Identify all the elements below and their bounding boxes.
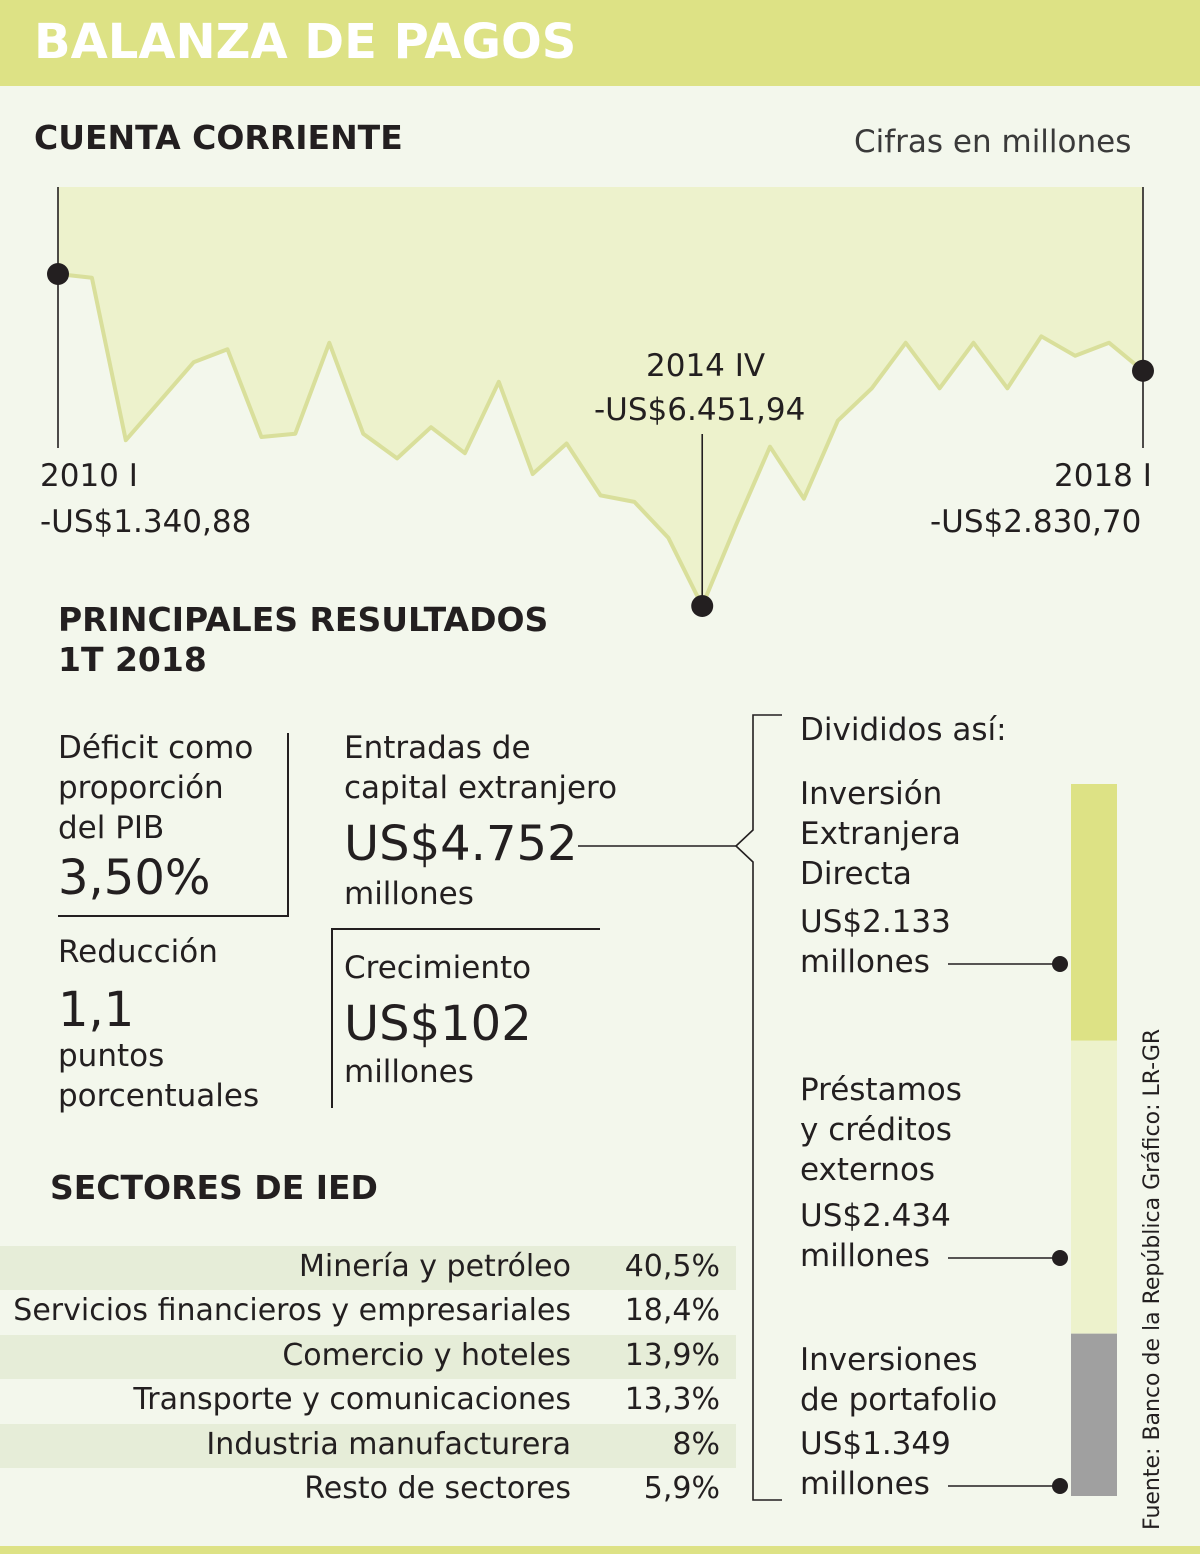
page-title: BALANZA DE PAGOS: [34, 14, 577, 70]
deficit-value: 3,50%: [58, 850, 211, 906]
prestamos-label-3: externos: [800, 1152, 936, 1188]
deficit-divider-h: [58, 915, 289, 917]
sector-row: Comercio y hoteles 13,9%: [0, 1335, 736, 1379]
min-period-label: 2014 IV: [646, 348, 766, 384]
chart-area-fill: [58, 187, 1143, 606]
crecimiento-value: US$102: [344, 996, 532, 1052]
sector-row: Minería y petróleo 40,5%: [0, 1246, 736, 1290]
current-account-chart: [47, 187, 1154, 617]
sector-name: Minería y petróleo: [298, 1249, 571, 1284]
portafolio-label-2: de portafolio: [800, 1382, 998, 1418]
header-bar: [0, 0, 1200, 86]
ied-value: US$2.133: [800, 904, 951, 940]
reduccion-unit-1: puntos: [58, 1038, 165, 1074]
portafolio-unit: millones: [800, 1466, 930, 1502]
prestamos-label-1: Préstamos: [800, 1072, 962, 1108]
sector-row: Transporte y comunicaciones 13,3%: [0, 1379, 736, 1423]
start-period-label: 2010 I: [40, 458, 138, 494]
breakdown-bracket: [578, 714, 782, 1501]
ied-unit: millones: [800, 944, 930, 980]
reduccion-unit-2: porcentuales: [58, 1078, 260, 1114]
crecimiento-divider-v: [331, 928, 333, 1108]
sector-name: Servicios financieros y empresariales: [13, 1293, 571, 1328]
deficit-label-1: Déficit como: [58, 730, 254, 766]
bottom-bar: [0, 1546, 1200, 1554]
entradas-value: US$4.752: [344, 816, 578, 872]
sector-value: 18,4%: [624, 1293, 720, 1328]
cuenta-corriente-title: CUENTA CORRIENTE: [34, 118, 403, 157]
prestamos-value: US$2.434: [800, 1198, 951, 1234]
sectors-title: SECTORES DE IED: [50, 1168, 378, 1207]
portafolio-segment: [1071, 1333, 1117, 1496]
end-value-label: -US$2.830,70: [930, 504, 1142, 540]
sector-value: 8%: [672, 1427, 720, 1462]
reduccion-value: 1,1: [58, 982, 135, 1038]
sector-name: Industria manufacturera: [206, 1427, 571, 1462]
prestamos-leader-dot: [1052, 1250, 1068, 1266]
min-point: [691, 595, 714, 617]
sector-row: Resto de sectores 5,9%: [0, 1468, 736, 1512]
prestamos-unit: millones: [800, 1238, 930, 1274]
ied-label-2: Extranjera: [800, 816, 961, 852]
ied-label-3: Directa: [800, 856, 912, 892]
breakdown-title: Divididos así:: [800, 712, 1007, 748]
breakdown-stacked-bar: [948, 784, 1117, 1496]
sector-row: Servicios financieros y empresariales 18…: [0, 1290, 736, 1334]
entradas-label-1: Entradas de: [344, 730, 531, 766]
ied-leader-dot: [1052, 956, 1068, 972]
sector-value: 5,9%: [643, 1471, 720, 1506]
portafolio-value: US$1.349: [800, 1426, 951, 1462]
chart-series-line: [57, 272, 1145, 608]
units-note: Cifras en millones: [854, 124, 1132, 160]
source-credit: Fuente: Banco de la República Gráfico: L…: [1140, 1028, 1165, 1530]
results-subtitle: 1T 2018: [58, 640, 207, 679]
ied-label-1: Inversión: [800, 776, 943, 812]
prestamos-label-2: y créditos: [800, 1112, 952, 1148]
portafolio-label-1: Inversiones: [800, 1342, 978, 1378]
chart-marks: [47, 187, 1154, 617]
portafolio-leader-dot: [1052, 1478, 1068, 1494]
entradas-label-2: capital extranjero: [344, 770, 618, 806]
sector-value: 13,9%: [624, 1338, 720, 1373]
sector-row: Industria manufacturera 8%: [0, 1424, 736, 1468]
stack-marks: [948, 784, 1117, 1496]
sector-value: 13,3%: [624, 1382, 720, 1417]
start-point: [47, 263, 69, 285]
results-title: PRINCIPALES RESULTADOS: [58, 600, 549, 639]
reduccion-label: Reducción: [58, 934, 218, 970]
start-value-label: -US$1.340,88: [40, 504, 252, 540]
deficit-label-2: proporción: [58, 770, 224, 806]
deficit-label-3: del PIB: [58, 810, 165, 846]
sector-name: Comercio y hoteles: [282, 1338, 571, 1373]
end-period-label: 2018 I: [1054, 458, 1152, 494]
ied-segment: [1071, 784, 1117, 1041]
sector-name: Resto de sectores: [304, 1471, 571, 1506]
crecimiento-label: Crecimiento: [344, 950, 532, 986]
crecimiento-unit: millones: [344, 1054, 474, 1090]
sector-name: Transporte y comunicaciones: [133, 1382, 571, 1417]
crecimiento-divider-h: [332, 928, 600, 930]
end-point: [1132, 359, 1154, 382]
min-value-label: -US$6.451,94: [594, 392, 806, 428]
deficit-divider-v: [287, 733, 289, 917]
sector-value: 40,5%: [624, 1249, 720, 1284]
prestamos-segment: [1071, 1040, 1117, 1334]
entradas-unit: millones: [344, 876, 474, 912]
